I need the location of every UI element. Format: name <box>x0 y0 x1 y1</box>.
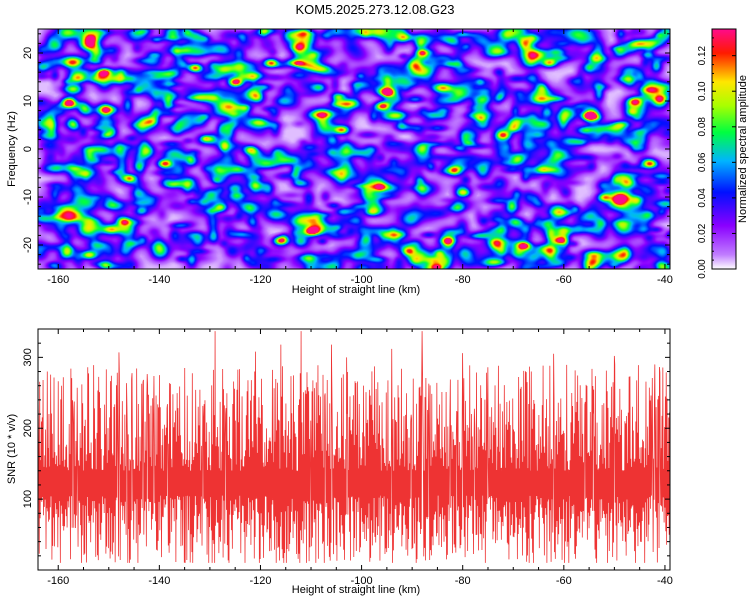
spectrogram-y-tick-label: 10 <box>22 95 34 107</box>
snr-x-tick-label: -60 <box>556 575 572 587</box>
spectrogram-y-tick-label: 0 <box>22 146 34 152</box>
colorbar-tick-label: 0.10 <box>697 81 708 101</box>
spectrogram-x-tick-label: -120 <box>249 274 271 286</box>
spectrogram-x-tick-label: -160 <box>47 274 69 286</box>
spectrogram-x-label: Height of straight line (km) <box>292 284 420 296</box>
spectrogram-x-ticks: -160 -140 -120 -100 -80 -60 -40 <box>47 29 673 286</box>
spectrogram-x-tick-label: -80 <box>455 274 471 286</box>
snr-y-ticks: 100 200 300 <box>22 328 670 571</box>
spectrogram-x-tick-label: -60 <box>556 274 572 286</box>
snr-series-line <box>38 331 670 563</box>
snr-x-ticks: -160 -140 -120 -100 -80 -60 -40 <box>47 329 673 587</box>
spectrogram-x-tick-label: -140 <box>148 274 170 286</box>
spectrogram-y-label: Frequency (Hz) <box>6 111 18 187</box>
spectrogram-y-tick-label: -20 <box>22 237 34 253</box>
figure-title: KOM5.2025.273.12.08.G23 <box>295 2 454 17</box>
colorbar: 0.00 0.02 0.04 0.06 0.08 0.10 0.12 Normalized … <box>697 28 749 279</box>
spectrogram-image-wrap <box>38 29 670 269</box>
spectrogram-heatmap <box>38 29 670 269</box>
spectrogram-y-ticks: -20 -10 0 10 20 <box>22 33 670 265</box>
spectrogram-y-tick-label: 20 <box>22 47 34 59</box>
colorbar-tick-label: 0.00 <box>697 259 708 279</box>
colorbar-tick-label: 0.04 <box>697 188 708 208</box>
colorbar-gradient <box>711 28 737 270</box>
snr-y-tick-label: 200 <box>22 419 34 437</box>
colorbar-tick-label: 0.12 <box>697 45 708 65</box>
spectrogram-x-tick-label: -100 <box>351 274 373 286</box>
snr-y-label: SNR (10 * v/v) <box>6 414 18 484</box>
snr-x-tick-label: -140 <box>148 575 170 587</box>
snr-y-tick-label: 100 <box>22 490 34 508</box>
spectrogram-x-tick-label: -40 <box>657 274 673 286</box>
snr-x-tick-label: -160 <box>47 575 69 587</box>
colorbar-tick-label: 0.08 <box>697 117 708 137</box>
snr-y-tick-label: 300 <box>22 348 34 366</box>
snr-frame <box>37 328 671 571</box>
snr-x-tick-label: -120 <box>249 575 271 587</box>
snr-x-tick-label: -40 <box>657 575 673 587</box>
snr-x-tick-label: -100 <box>351 575 373 587</box>
colorbar-ticks: 0.00 0.02 0.04 0.06 0.08 0.10 0.12 <box>697 37 736 279</box>
colorbar-tick-label: 0.02 <box>697 223 708 243</box>
snr-x-tick-label: -80 <box>455 575 471 587</box>
snr-panel: -160 -140 -120 -100 -80 -60 -40 100 200 300 Heig… <box>6 328 673 596</box>
spectrogram-y-tick-label: -10 <box>22 189 34 205</box>
snr-x-label: Height of straight line (km) <box>292 584 420 596</box>
colorbar-label: Normalized spectral amplitude <box>737 75 749 223</box>
colorbar-tick-label: 0.06 <box>697 152 708 172</box>
